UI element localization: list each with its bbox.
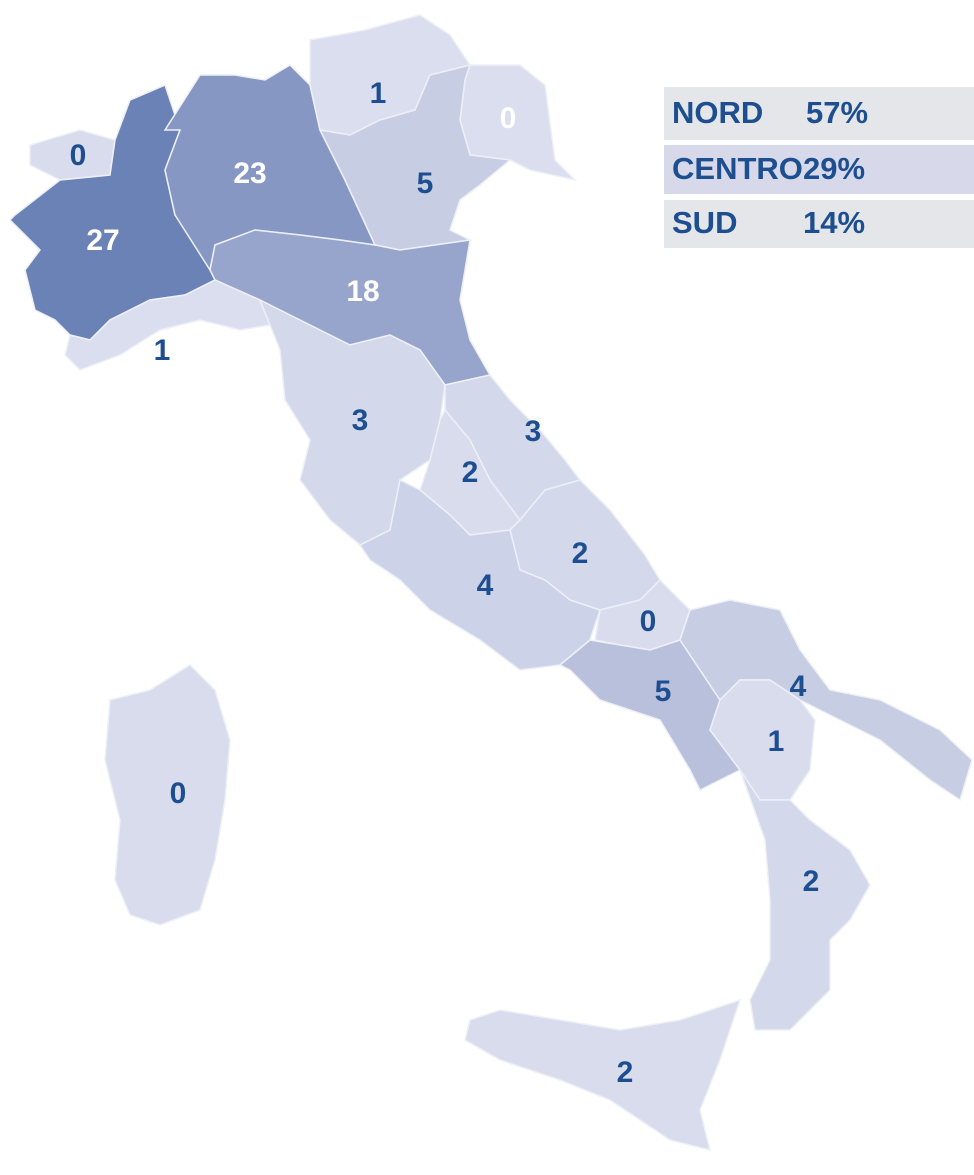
legend: NORD 57% CENTRO 29% SUD 14% [664, 87, 974, 248]
region-value: 0 [170, 777, 187, 810]
region-value: 1 [154, 334, 171, 367]
region-value: 23 [233, 157, 266, 190]
region [358, 478, 601, 671]
region-value: 2 [803, 865, 820, 898]
region-value: 5 [417, 167, 434, 200]
region-value: 3 [525, 415, 542, 448]
legend-label: SUD [672, 205, 737, 240]
region-value: 5 [655, 675, 672, 708]
region-value: 4 [477, 569, 494, 602]
legend-row-bg [664, 145, 974, 194]
region-value: 0 [640, 605, 657, 638]
regions [8, 14, 973, 1152]
region-value: 2 [617, 1056, 634, 1089]
legend-value: 29% [803, 151, 865, 186]
legend-value: 14% [803, 205, 865, 240]
region-value: 27 [86, 224, 119, 257]
region-value: 0 [70, 139, 87, 172]
region-value: 18 [346, 275, 379, 308]
region [464, 998, 742, 1152]
region-value: 1 [768, 725, 785, 758]
region [104, 664, 231, 926]
region-value: 4 [790, 670, 807, 703]
legend-row-bg [664, 87, 974, 140]
region-value: 1 [370, 77, 387, 110]
region [709, 679, 816, 801]
legend-value: 57% [806, 95, 868, 130]
legend-label: CENTRO [672, 151, 803, 186]
legend-label: NORD [672, 95, 763, 130]
legend-row-bg [664, 200, 974, 248]
region [739, 769, 871, 1031]
region [558, 639, 742, 792]
region-value: 0 [500, 102, 517, 135]
region-value: 3 [352, 404, 369, 437]
region-value: 2 [572, 537, 589, 570]
region-value: 2 [462, 456, 479, 489]
